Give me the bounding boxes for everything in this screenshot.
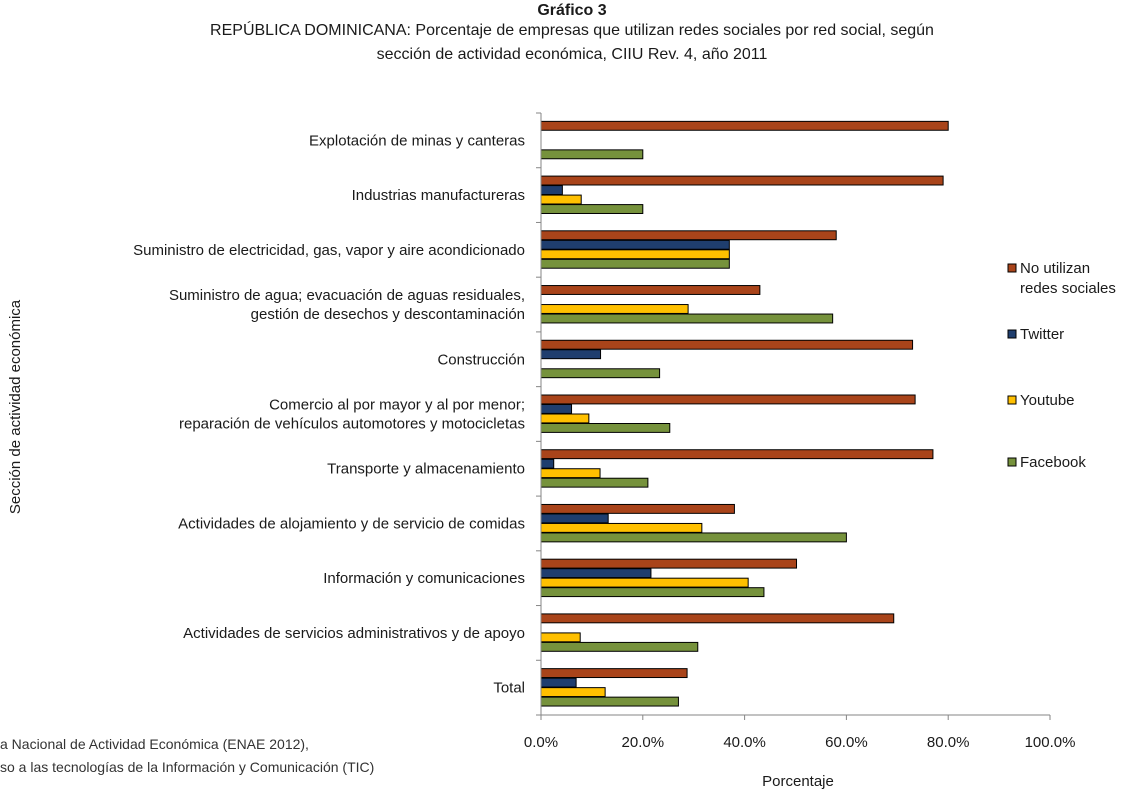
legend-swatch-1 — [1007, 329, 1017, 339]
category-label-5: Comercio al por mayor y al por menor; rep… — [179, 397, 525, 433]
bar-no-utilizan-redes-sociales-10 — [540, 668, 688, 679]
bar-twitter-6 — [540, 458, 555, 469]
bar-youtube-1 — [540, 194, 582, 205]
legend-swatch-0 — [1007, 263, 1017, 273]
bar-no-utilizan-redes-sociales-0 — [540, 120, 949, 131]
bar-youtube-10 — [540, 687, 606, 698]
category-label-10: Total — [493, 680, 525, 697]
bar-youtube-3 — [540, 304, 689, 314]
bar-twitter-2 — [540, 239, 730, 250]
category-label-4: Construcción — [437, 351, 525, 368]
category-label-0: Explotación de minas y canteras — [309, 132, 525, 149]
bar-facebook-10 — [540, 696, 679, 707]
category-label-9: Actividades de servicios administrativos… — [183, 625, 525, 642]
bar-twitter-1 — [540, 185, 563, 195]
bar-no-utilizan-redes-sociales-5 — [540, 394, 916, 405]
bar-no-utilizan-redes-sociales-1 — [540, 175, 944, 186]
category-label-2: Suministro de electricidad, gas, vapor y… — [133, 242, 525, 259]
category-label-3: Suministro de agua; evacuación de aguas … — [169, 287, 525, 323]
legend-swatch-3 — [1007, 457, 1017, 467]
bar-no-utilizan-redes-sociales-6 — [540, 449, 934, 460]
chart-title-line-2: sección de actividad económica, CIIU Rev… — [376, 46, 768, 63]
bar-no-utilizan-redes-sociales-3 — [540, 285, 761, 295]
category-label-6: Transporte y almacenamiento — [327, 461, 525, 478]
x-tick-label-5: 100.0% — [1025, 734, 1076, 751]
bar-facebook-1 — [540, 204, 644, 214]
bar-youtube-5 — [540, 413, 590, 424]
bar-facebook-6 — [540, 477, 649, 488]
legend-label-1: Twitter — [1020, 326, 1064, 343]
bar-twitter-10 — [540, 677, 577, 688]
bar-facebook-8 — [540, 587, 765, 598]
legend-label-3: Facebook — [1020, 454, 1086, 471]
category-label-7: Actividades de alojamiento y de servicio… — [178, 515, 525, 532]
bar-twitter-4 — [540, 349, 602, 360]
bar-twitter-7 — [540, 513, 609, 524]
bar-youtube-6 — [540, 468, 601, 479]
bar-facebook-2 — [540, 258, 730, 269]
bar-facebook-7 — [540, 532, 847, 543]
legend: No utilizan redes sociales Twitter Youtube F… — [1007, 260, 1116, 471]
bar-no-utilizan-redes-sociales-7 — [540, 503, 735, 514]
source-line-2: so a las tecnologías de la Información y… — [0, 759, 374, 775]
x-tick-label-4: 80.0% — [927, 734, 970, 751]
y-axis-title: Sección de actividad económica — [7, 299, 24, 514]
bars-group — [540, 120, 949, 707]
bar-twitter-8 — [540, 568, 652, 579]
category-label-1: Industrias manufactureras — [352, 187, 525, 204]
bar-no-utilizan-redes-sociales-2 — [540, 230, 837, 241]
bar-no-utilizan-redes-sociales-9 — [540, 613, 895, 624]
legend-swatch-2 — [1007, 395, 1017, 405]
x-tick-label-3: 60.0% — [825, 734, 868, 751]
bar-twitter-5 — [540, 404, 573, 414]
x-tick-label-2: 40.0% — [723, 734, 766, 751]
axes-group — [536, 112, 1051, 720]
bar-youtube-7 — [540, 522, 703, 533]
chart-title-line-1: REPÚBLICA DOMINICANA: Porcentaje de empr… — [210, 22, 934, 39]
legend-label-2: Youtube — [1020, 392, 1075, 409]
chart-label: Gráfico 3 — [537, 2, 607, 19]
bar-facebook-5 — [540, 423, 671, 433]
bar-no-utilizan-redes-sociales-8 — [540, 558, 798, 569]
source-line-1: a Nacional de Actividad Económica (ENAE … — [0, 736, 309, 752]
x-axis-title: Porcentaje — [762, 773, 834, 790]
x-tick-label-0: 0.0% — [524, 734, 558, 751]
bar-no-utilizan-redes-sociales-4 — [540, 339, 914, 350]
bar-facebook-3 — [540, 313, 834, 324]
bar-facebook-0 — [540, 149, 644, 160]
category-labels: Explotación de minas y canteras Industria… — [133, 132, 525, 696]
category-label-8: Información y comunicaciones — [323, 570, 525, 587]
bar-facebook-4 — [540, 368, 661, 379]
bar-youtube-2 — [540, 249, 730, 260]
bar-youtube-9 — [540, 632, 581, 643]
x-tick-label-1: 20.0% — [622, 734, 665, 751]
bar-youtube-8 — [540, 577, 749, 588]
bar-facebook-9 — [540, 641, 699, 652]
legend-label-0: No utilizan redes sociales — [1020, 260, 1116, 297]
x-tick-labels: 0.0% 20.0% 40.0% 60.0% 80.0% 100.0% — [524, 734, 1076, 751]
